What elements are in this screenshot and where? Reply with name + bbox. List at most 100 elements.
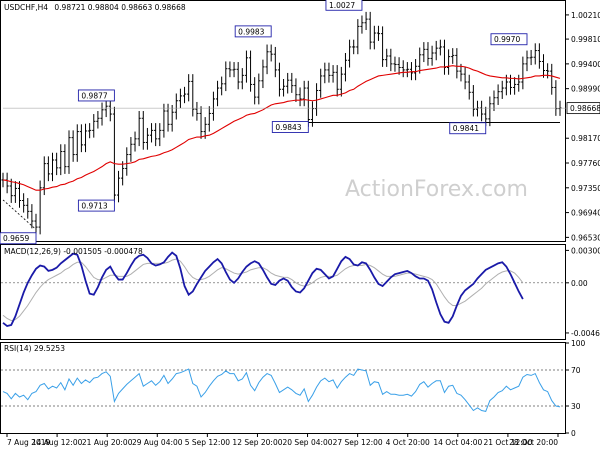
price-bar <box>116 170 121 203</box>
price-bar <box>71 130 75 162</box>
price-bar <box>471 85 475 117</box>
price-bar <box>83 123 88 153</box>
macd-panel-frame <box>0 244 566 340</box>
price-bar <box>339 66 343 97</box>
price-bar <box>380 26 385 67</box>
price-tick-label: 0.97350 <box>571 184 600 193</box>
price-bar <box>422 42 426 63</box>
price-bar <box>195 101 199 121</box>
price-bar <box>13 181 17 203</box>
price-bar <box>389 48 393 72</box>
price-bar <box>426 42 430 66</box>
price-bar <box>129 137 133 162</box>
price-bar <box>265 44 269 75</box>
price-bar <box>162 103 166 138</box>
price-tick-label: 0.98170 <box>571 134 600 143</box>
price-bar <box>401 60 405 78</box>
time-tick-label: 29 Aug 04:00 <box>132 438 183 447</box>
swing-label-text: 0.9877 <box>81 91 107 100</box>
macd-tick-label: -0.00464 <box>571 329 600 338</box>
price-bar <box>352 39 356 55</box>
price-bar <box>385 48 389 67</box>
price-bar <box>405 62 409 78</box>
price-tick-label: 0.98990 <box>571 85 600 94</box>
macd-panel: 0.003001 0.00 -0.00464 <box>1 246 600 338</box>
price-bar <box>145 127 150 150</box>
moving-average-line <box>2 65 561 191</box>
price-bar <box>418 47 422 74</box>
swing-label: 0.9877 <box>77 89 115 102</box>
price-panel: 1.00210 0.99810 0.99400 0.98990 0.98170 0.977… <box>0 0 600 245</box>
price-bar <box>327 62 331 83</box>
price-bar <box>409 62 414 81</box>
rsi-title: RSI(14) 29.5253 <box>4 344 65 353</box>
current-price-label: 0.98668 <box>570 104 600 113</box>
swing-label-box <box>77 199 115 212</box>
price-bar <box>455 48 459 79</box>
price-bar <box>257 73 261 105</box>
price-bar <box>232 62 236 78</box>
price-bar <box>364 11 368 31</box>
price-bar <box>253 77 257 105</box>
price-bar <box>537 43 541 69</box>
price-bar <box>63 144 67 174</box>
price-bar <box>314 83 319 116</box>
time-tick-label: 21 Aug 20:00 <box>82 438 133 447</box>
swing-label-box <box>234 25 272 38</box>
price-bar <box>286 72 290 94</box>
price-bar <box>331 65 335 83</box>
price-bar <box>343 52 348 82</box>
macd-title: MACD(12,26,9) -0.001505 -0.000478 <box>4 247 143 256</box>
price-bar <box>92 114 96 138</box>
time-tick-label: 28 Oct 20:00 <box>509 438 558 447</box>
price-bar <box>447 49 451 75</box>
time-tick-label: 27 Sep 12:00 <box>333 438 383 447</box>
price-bar <box>488 96 492 127</box>
time-tick-label: 14 Oct 04:00 <box>433 438 482 447</box>
price-bar <box>211 91 216 121</box>
macd-line <box>2 251 524 328</box>
swing-label-box <box>325 0 363 11</box>
price-bar <box>220 76 224 96</box>
price-bar <box>521 56 525 90</box>
price-bar <box>442 39 447 75</box>
swing-label-box <box>77 89 115 102</box>
price-bar <box>75 124 79 162</box>
price-bar <box>22 193 26 213</box>
price-bar <box>500 80 504 99</box>
price-bar <box>372 25 376 50</box>
price-bar <box>368 11 372 50</box>
price-bar <box>88 123 92 139</box>
price-bar <box>174 93 178 120</box>
price-tick-label: 0.99810 <box>571 35 600 44</box>
macd-tick-label: 0.00 <box>571 279 588 288</box>
swing-label: 0.9843 <box>271 121 309 133</box>
swing-label-box <box>271 121 309 133</box>
swing-label-text: 0.9970 <box>494 35 520 44</box>
price-bar <box>170 104 174 132</box>
price-bar <box>550 63 554 95</box>
time-tick-label: 7 Aug 2019 <box>7 438 50 447</box>
dotted-trendline <box>2 199 37 230</box>
price-bar <box>34 213 38 235</box>
rsi-tick-label: 30 <box>571 402 581 411</box>
price-tick-label: 0.96530 <box>571 233 600 242</box>
price-bar <box>248 50 253 92</box>
price-bar <box>224 61 228 92</box>
price-bar <box>112 106 116 203</box>
swing-label-box <box>490 33 528 46</box>
price-bar <box>281 78 286 97</box>
price-bar <box>463 66 467 90</box>
price-bar <box>215 80 220 107</box>
price-bar <box>347 39 352 68</box>
symbol-timeframe: USDCHF,H4 <box>4 3 48 12</box>
price-bar <box>269 44 273 62</box>
price-bar <box>108 98 112 122</box>
swing-label-text: 0.9659 <box>3 234 29 243</box>
price-bar <box>525 50 529 72</box>
price-bar <box>302 80 306 107</box>
price-bar <box>50 152 55 182</box>
price-bar <box>496 84 500 105</box>
